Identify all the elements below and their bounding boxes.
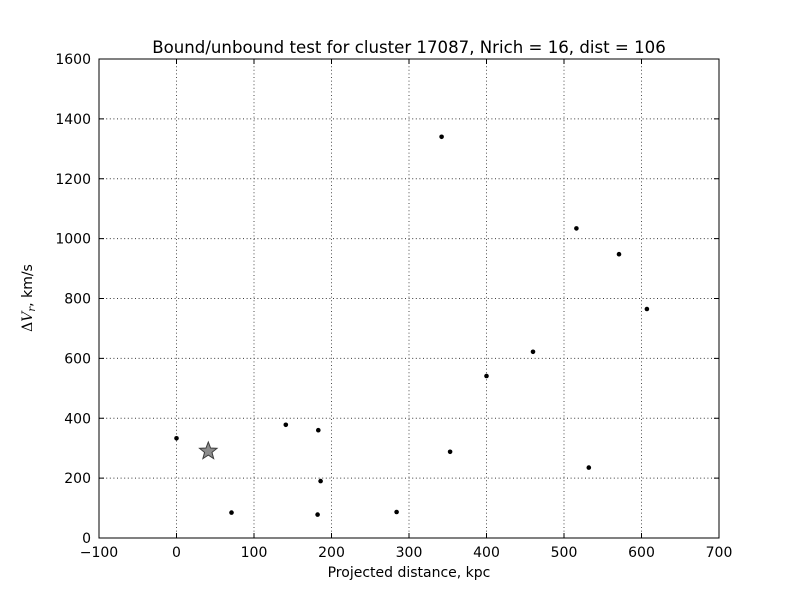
y-tick-label: 1400 xyxy=(55,112,91,128)
x-axis-label: Projected distance, kpc xyxy=(328,565,491,581)
data-point xyxy=(574,226,579,231)
x-tick-label: 700 xyxy=(706,545,733,561)
x-tick-label: 500 xyxy=(551,545,578,561)
data-point xyxy=(439,134,444,140)
y-axis-label: ΔVr, km/s xyxy=(20,264,38,332)
data-point xyxy=(447,449,453,455)
y-tick-label: 600 xyxy=(64,351,91,367)
data-points xyxy=(174,134,650,517)
data-point xyxy=(229,510,234,515)
data-point xyxy=(586,465,592,470)
y-tick-label: 1000 xyxy=(55,232,91,248)
y-axis-label-sub: r xyxy=(27,306,38,312)
data-point xyxy=(394,509,399,515)
y-axis-label-rest: , km/s xyxy=(20,264,36,307)
x-tick-label: 600 xyxy=(628,545,655,561)
x-tick-label: 100 xyxy=(241,545,268,561)
data-point xyxy=(530,349,536,355)
y-tick-labels: 0 200 400 600 800 1000 1200 1400 1600 xyxy=(55,52,91,547)
y-axis-label-delta: Δ xyxy=(20,322,36,332)
y-tick-label: 0 xyxy=(82,531,91,547)
data-point xyxy=(315,512,320,517)
chart-title: Bound/unbound test for cluster 17087, Nr… xyxy=(152,38,666,57)
data-point xyxy=(644,306,650,312)
data-point xyxy=(174,436,179,441)
star-marker xyxy=(198,440,219,460)
y-tick-label: 400 xyxy=(64,411,91,427)
plot-layers: −100 0 100 200 300 400 500 600 70002004006008001… xyxy=(55,52,732,561)
y-axis-label-var: V xyxy=(20,310,36,322)
x-tick-labels: −100 0 100 200 300 400 500 600 700 xyxy=(80,545,733,561)
data-point xyxy=(316,427,321,433)
y-tick-label: 1200 xyxy=(55,172,91,188)
x-tick-label: 200 xyxy=(318,545,345,561)
data-point xyxy=(283,422,289,428)
data-point xyxy=(484,373,489,379)
y-tick-label: 200 xyxy=(64,471,91,487)
x-tick-label: −100 xyxy=(80,545,118,561)
x-tick-label: 0 xyxy=(172,545,181,561)
x-tick-label: 300 xyxy=(396,545,423,561)
data-point xyxy=(318,478,323,484)
data-point xyxy=(616,251,622,257)
y-tick-label: 800 xyxy=(64,292,91,308)
y-tick-label: 1600 xyxy=(55,52,91,68)
x-tick-label: 400 xyxy=(473,545,500,561)
grid-lines xyxy=(99,59,719,538)
plot-border xyxy=(98,58,720,539)
